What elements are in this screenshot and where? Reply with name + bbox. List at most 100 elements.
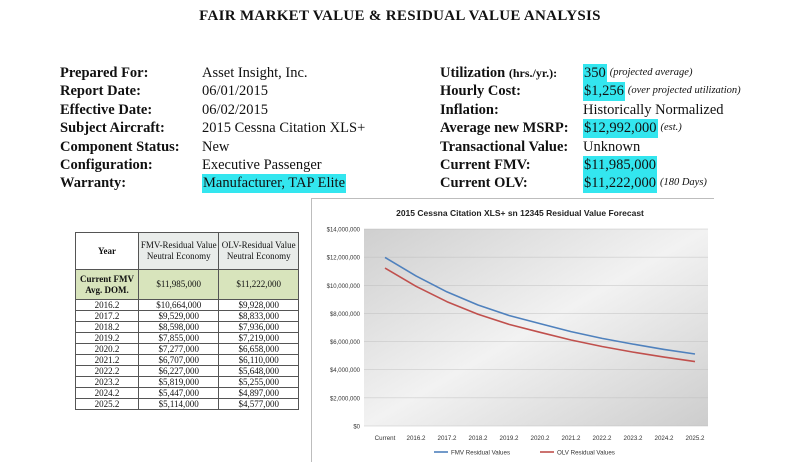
y-tick-label: $8,000,000 xyxy=(330,312,361,318)
left-info-label-text: Subject Aircraft: xyxy=(60,120,165,137)
x-tick-label: 2017.2 xyxy=(438,435,457,442)
table-row: 2025.2 $5,114,000 $4,577,000 xyxy=(75,398,299,410)
table-cell-year: 2019.2 xyxy=(75,332,139,344)
left-info-label-text: Prepared For: xyxy=(60,65,149,81)
chart-title: 2015 Cessna Citation XLS+ sn 12345 Resid… xyxy=(396,208,644,218)
y-tick-label: $14,000,000 xyxy=(327,228,361,234)
chart-svg: 2015 Cessna Citation XLS+ sn 12345 Resid… xyxy=(312,199,715,463)
table-cell-year: 2018.2 xyxy=(75,321,139,333)
left-info-row: Warranty: Manufacturer, TAP Elite xyxy=(60,174,365,193)
table-cell-fmv: $5,447,000 xyxy=(137,387,220,399)
right-info-label: Hourly Cost: xyxy=(440,82,583,100)
left-info-row: Effective Date: 06/02/2015 xyxy=(60,101,365,119)
x-tick-label: 2018.2 xyxy=(469,435,488,442)
left-info-label: Warranty: xyxy=(60,174,202,192)
current-olv-cell: $11,222,000 xyxy=(218,269,299,300)
left-info-value: New xyxy=(202,138,230,155)
current-fmv-cell: $11,985,000 xyxy=(137,269,220,300)
right-info-label-text: Hourly Cost: xyxy=(440,83,521,100)
table-cell-olv: $7,219,000 xyxy=(218,332,299,344)
right-info-label: Utilization (hrs./yr.): xyxy=(440,64,583,82)
table-row: 2016.2 $10,664,000 $9,928,000 xyxy=(75,299,299,311)
table-cell-year: 2023.2 xyxy=(75,376,139,388)
report-info-right: Utilization (hrs./yr.): 350 (projected ave… xyxy=(440,64,741,193)
left-info-label-text: Warranty: xyxy=(60,175,127,192)
x-tick-label: 2025.2 xyxy=(686,435,705,442)
legend-label: FMV Residual Values xyxy=(451,450,510,457)
x-tick-label: 2023.2 xyxy=(624,435,643,442)
right-info-row: Transactional Value: Unknown xyxy=(440,138,741,156)
table-cell-year: 2024.2 xyxy=(75,387,139,399)
left-info-label-text: Configuration: xyxy=(60,156,153,173)
table-cell-fmv: $5,819,000 xyxy=(137,376,220,388)
table-header-row: Year FMV-Residual Value Neutral Economy … xyxy=(75,232,299,270)
legend-label: OLV Residual Values xyxy=(557,450,615,457)
table-cell-olv: $8,833,000 xyxy=(218,310,299,322)
table-row: 2024.2 $5,447,000 $4,897,000 xyxy=(75,387,299,399)
right-info-label-text: Current FMV: xyxy=(440,156,531,173)
right-info-label: Current OLV: xyxy=(440,174,583,192)
table-cell-olv: $7,936,000 xyxy=(218,321,299,333)
right-info-value: Unknown xyxy=(583,138,641,155)
right-info-row: Inflation: Historically Normalized xyxy=(440,101,741,119)
left-info-label-text: Report Date: xyxy=(60,83,141,100)
page-title: FAIR MARKET VALUE & RESIDUAL VALUE ANALY… xyxy=(199,8,601,24)
right-info-label: Average new MSRP: xyxy=(440,119,583,137)
residual-value-table: Year FMV-Residual Value Neutral Economy … xyxy=(75,232,299,410)
table-row: 2019.2 $7,855,000 $7,219,000 xyxy=(75,332,299,344)
table-cell-olv: $9,928,000 xyxy=(218,299,299,311)
y-tick-label: $6,000,000 xyxy=(330,340,361,346)
table-cell-fmv: $9,529,000 xyxy=(137,310,220,322)
table-cell-year: 2016.2 xyxy=(75,299,139,311)
x-tick-label: 2020.2 xyxy=(531,435,550,442)
table-cell-fmv: $10,664,000 xyxy=(137,299,220,311)
left-info-value: Executive Passenger xyxy=(202,156,322,173)
table-row: 2021.2 $6,707,000 $6,110,000 xyxy=(75,354,299,366)
left-info-value: Manufacturer, TAP Elite xyxy=(202,174,347,193)
right-info-row: Current FMV: $11,985,000 xyxy=(440,155,741,175)
report-info-left: Prepared For: Asset Insight, Inc. Report D… xyxy=(60,64,365,193)
series-line-olv xyxy=(384,267,696,363)
right-info-label-text: Inflation: xyxy=(440,101,499,118)
table-cell-fmv: $6,707,000 xyxy=(137,354,220,366)
right-info-note: (180 Days) xyxy=(659,177,707,189)
left-info-value: Asset Insight, Inc. xyxy=(202,65,308,81)
right-info-note: (est.) xyxy=(660,122,682,134)
residual-value-chart: 2015 Cessna Citation XLS+ sn 12345 Resid… xyxy=(311,198,715,463)
x-tick-label: 2019.2 xyxy=(500,435,519,442)
table-cell-fmv: $7,277,000 xyxy=(137,343,220,355)
right-info-label: Transactional Value: xyxy=(440,138,583,156)
right-info-label-text: Transactional Value: xyxy=(440,138,569,155)
left-info-label: Configuration: xyxy=(60,156,202,174)
current-value-row: Current FMV Avg. DOM. $11,985,000 $11,22… xyxy=(75,269,299,300)
series-line-fmv xyxy=(384,256,696,355)
right-info-label-unit: (hrs./yr.): xyxy=(508,66,558,80)
right-info-value: $11,985,000 xyxy=(583,155,657,175)
table-row: 2017.2 $9,529,000 $8,833,000 xyxy=(75,310,299,322)
table-cell-olv: $4,577,000 xyxy=(218,398,299,410)
right-info-note: (over projected utilization) xyxy=(627,85,741,97)
right-info-note: (projected average) xyxy=(609,67,693,78)
table-cell-year: 2022.2 xyxy=(75,365,139,377)
left-info-row: Configuration: Executive Passenger xyxy=(60,156,365,174)
x-tick-label: 2016.2 xyxy=(407,435,426,442)
left-info-label: Subject Aircraft: xyxy=(60,119,202,137)
table-cell-year: 2017.2 xyxy=(75,310,139,322)
x-tick-label: 2021.2 xyxy=(562,435,581,442)
left-info-label-text: Effective Date: xyxy=(60,101,153,118)
right-info-row: Hourly Cost: $1,256 (over projected utiliz… xyxy=(440,82,741,101)
y-tick-label: $0 xyxy=(353,425,360,431)
right-info-label: Current FMV: xyxy=(440,156,583,174)
right-info-value: $1,256 xyxy=(583,82,625,101)
table-cell-olv: $5,648,000 xyxy=(218,365,299,377)
table-cell-fmv: $8,598,000 xyxy=(137,321,220,333)
header-fmv: FMV-Residual Value Neutral Economy xyxy=(137,232,220,270)
table-cell-olv: $5,255,000 xyxy=(218,376,299,388)
table-cell-olv: $6,658,000 xyxy=(218,343,299,355)
table-row: 2018.2 $8,598,000 $7,936,000 xyxy=(75,321,299,333)
right-info-label-text: Utilization xyxy=(440,65,506,81)
current-label: Current FMV Avg. DOM. xyxy=(75,269,139,300)
table-cell-fmv: $7,855,000 xyxy=(137,332,220,344)
table-row: 2023.2 $5,819,000 $5,255,000 xyxy=(75,376,299,388)
right-info-value: 350 xyxy=(583,64,607,83)
